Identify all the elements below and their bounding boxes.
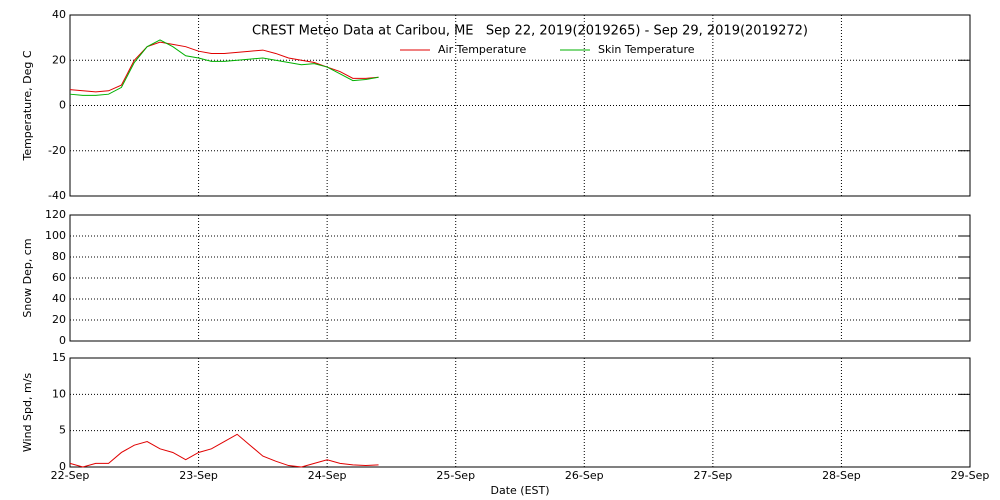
y-tick-label: -40 [48, 189, 66, 202]
y-tick-label: 100 [45, 229, 66, 242]
y-axis-label: Snow Dep, cm [21, 238, 34, 317]
plot-frame [69, 357, 971, 468]
y-tick-label: 40 [52, 292, 66, 305]
y-tick-label: 0 [59, 334, 66, 347]
x-tick-label: 27-Sep [694, 469, 733, 482]
y-tick-label: 40 [52, 8, 66, 21]
y-tick-label: -20 [48, 144, 66, 157]
y-axis-label: Wind Spd, m/s [21, 373, 34, 453]
x-tick-label: 26-Sep [565, 469, 604, 482]
x-tick-label: 24-Sep [308, 469, 347, 482]
y-tick-label: 5 [59, 424, 66, 437]
x-tick-label: 23-Sep [179, 469, 218, 482]
x-tick-label: 29-Sep [951, 469, 990, 482]
y-tick-label: 20 [52, 313, 66, 326]
data-line [69, 41, 379, 93]
y-tick-label: 15 [52, 351, 66, 364]
legend-label: Skin Temperature [598, 43, 695, 56]
y-tick-label: 0 [59, 460, 66, 473]
plot-frame [69, 14, 971, 197]
y-axis-label: Temperature, Deg C [21, 50, 34, 161]
legend-label: Air Temperature [438, 43, 527, 56]
x-tick-label: 22-Sep [51, 469, 90, 482]
x-tick-label: 28-Sep [822, 469, 861, 482]
chart-title: CREST Meteo Data at Caribou, ME Sep 22, … [252, 24, 808, 39]
x-axis-label: Date (EST) [490, 484, 549, 497]
data-line [69, 433, 379, 468]
y-tick-label: 0 [59, 99, 66, 112]
data-line [69, 39, 379, 96]
plot-frame [69, 214, 971, 342]
y-tick-label: 20 [52, 53, 66, 66]
x-tick-label: 25-Sep [436, 469, 475, 482]
y-tick-label: 120 [45, 208, 66, 221]
y-tick-label: 60 [52, 271, 66, 284]
y-tick-label: 10 [52, 387, 66, 400]
y-tick-label: 80 [52, 250, 66, 263]
